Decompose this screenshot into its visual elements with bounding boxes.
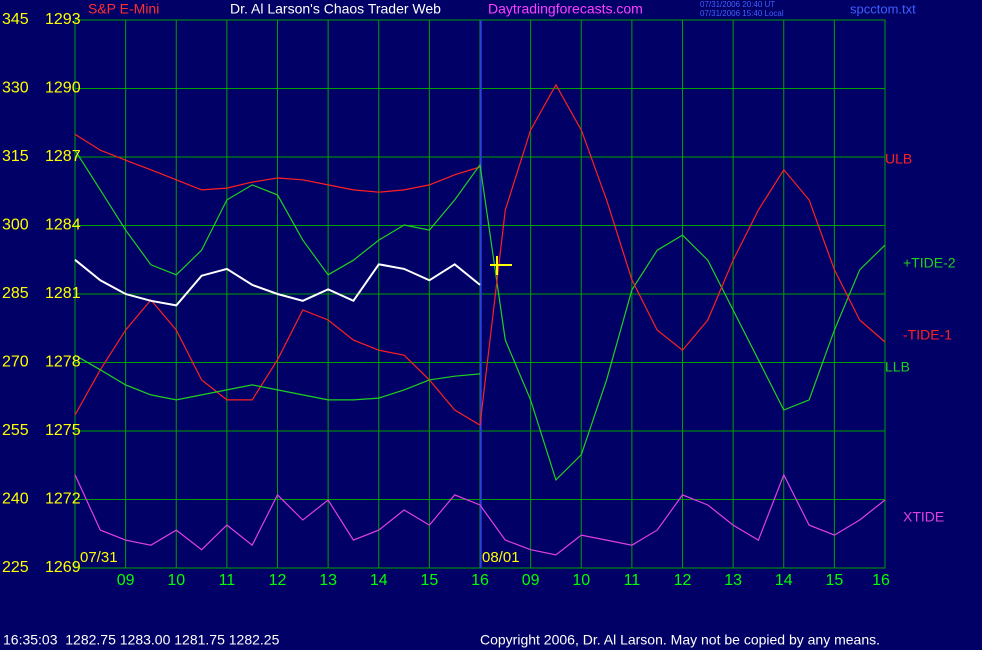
y2-tick-label: 1293 <box>45 11 81 28</box>
y2-tick-label: 1287 <box>45 148 81 165</box>
x-tick-label: 14 <box>775 572 793 589</box>
x-tick-label: 15 <box>825 572 843 589</box>
x-tick-label: 11 <box>219 572 236 589</box>
series-line <box>74 473 886 556</box>
site-name: Dr. Al Larson's Chaos Trader Web <box>230 1 441 17</box>
x-tick-label: 13 <box>724 572 742 589</box>
x-tick-label: 13 <box>319 572 337 589</box>
labels: 225 240 255 270 285 300 315 330 345 1269 1272 1275 1… <box>2 11 956 589</box>
x-tick-label: 12 <box>269 572 287 589</box>
x-tick-label: 09 <box>522 572 540 589</box>
y-tick-label: 285 <box>2 285 29 302</box>
series-label: LLB <box>885 359 910 375</box>
x-tick-label: 09 <box>117 572 135 589</box>
series-line <box>74 259 481 307</box>
x-tick-label: 10 <box>572 572 590 589</box>
x-tick-label: 16 <box>471 572 489 589</box>
marker-cross <box>490 256 512 275</box>
y-tick-label: 255 <box>2 422 29 439</box>
series-label: -TIDE-1 <box>903 327 952 343</box>
quote: 16:35:03 1282.75 1283.00 1281.75 1282.25 <box>3 632 280 648</box>
x-tick-label: 14 <box>370 572 388 589</box>
y2-tick-label: 1275 <box>45 422 81 439</box>
y-tick-label: 270 <box>2 354 29 371</box>
chart-title: S&P E-Mini <box>88 1 159 17</box>
site-url: Daytradingforecasts.com <box>488 1 643 17</box>
file-name: spcctom.txt <box>850 1 916 16</box>
y-tick-label: 225 <box>2 559 29 576</box>
x-tick-label: 16 <box>872 572 890 589</box>
timestamp: 07/31/2006 15:40 Local <box>700 9 784 18</box>
y2-tick-label: 1290 <box>45 80 81 97</box>
x-tick-label: 15 <box>420 572 438 589</box>
y-tick-label: 240 <box>2 491 29 508</box>
series-lines <box>74 83 886 556</box>
day-label: 08/01 <box>482 549 520 566</box>
y-tick-label: 315 <box>2 148 29 165</box>
y2-tick-label: 1284 <box>45 217 81 234</box>
y2-tick-label: 1278 <box>45 354 81 371</box>
series-label: ULB <box>885 151 912 167</box>
y-tick-label: 300 <box>2 217 29 234</box>
series-line <box>74 354 481 401</box>
y2-tick-label: 1269 <box>45 559 81 576</box>
copyright: Copyright 2006, Dr. Al Larson. May not b… <box>480 632 880 648</box>
timestamp: 07/31/2006 20:40 UT <box>700 0 775 9</box>
x-tick-label: 12 <box>674 572 692 589</box>
y-tick-label: 330 <box>2 80 29 97</box>
series-label: XTIDE <box>903 509 944 525</box>
y-tick-label: 345 <box>2 11 29 28</box>
y2-tick-label: 1281 <box>45 285 81 302</box>
series-line <box>74 83 886 427</box>
day-label: 07/31 <box>80 549 118 566</box>
series-label: +TIDE-2 <box>903 255 956 271</box>
y2-tick-label: 1272 <box>45 491 81 508</box>
x-tick-label: 10 <box>167 572 185 589</box>
series-line <box>74 133 481 193</box>
x-tick-label: 11 <box>624 572 641 589</box>
series-line <box>74 149 886 482</box>
